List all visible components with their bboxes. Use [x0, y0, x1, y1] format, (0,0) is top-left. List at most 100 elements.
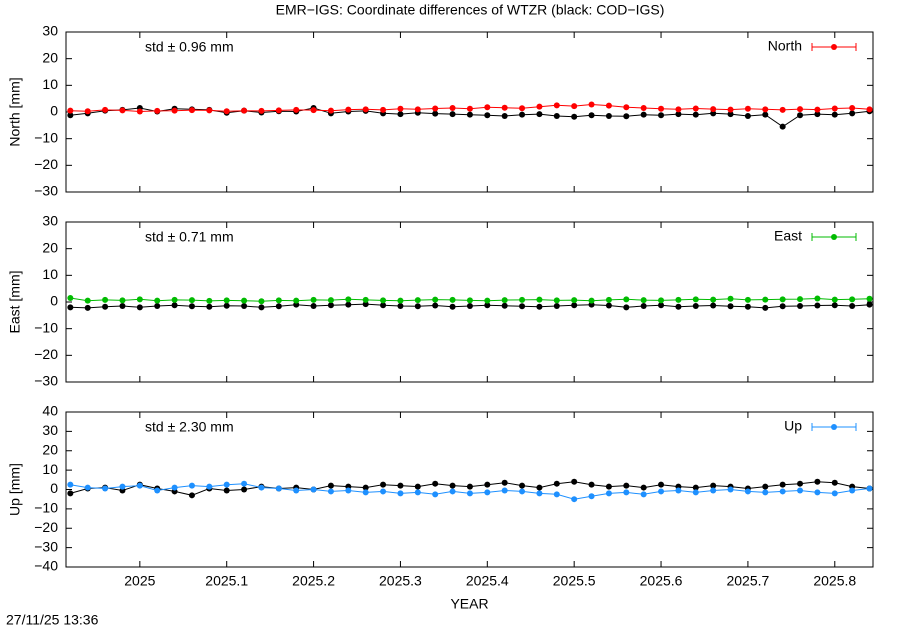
- data-point: [605, 490, 612, 497]
- data-point: [466, 297, 473, 304]
- data-point: [223, 481, 230, 488]
- data-point: [414, 303, 421, 310]
- data-point: [327, 107, 334, 114]
- data-point: [397, 490, 404, 497]
- data-point: [84, 297, 91, 304]
- data-point: [501, 302, 508, 309]
- data-point: [675, 296, 682, 303]
- data-point: [779, 296, 786, 303]
- data-point: [658, 302, 665, 309]
- data-point: [797, 112, 804, 119]
- data-point: [258, 107, 265, 114]
- data-point: [171, 296, 178, 303]
- data-point: [831, 490, 838, 497]
- y-tick-label: 10: [42, 461, 58, 477]
- data-point: [154, 303, 161, 309]
- data-point: [466, 303, 473, 309]
- data-point: [345, 296, 352, 303]
- y-tick-label: −10: [34, 129, 58, 145]
- data-point: [536, 103, 543, 110]
- data-point: [466, 111, 473, 118]
- data-point: [484, 489, 491, 496]
- data-point: [67, 304, 74, 311]
- data-point: [536, 111, 543, 118]
- data-point: [397, 482, 404, 489]
- data-point: [605, 113, 612, 119]
- x-axis-label: YEAR: [450, 596, 488, 612]
- data-point: [275, 485, 282, 492]
- data-point: [571, 478, 578, 485]
- data-point: [432, 302, 439, 309]
- data-point: [640, 297, 647, 304]
- data-point: [849, 110, 856, 117]
- data-point: [327, 302, 334, 309]
- data-point: [623, 304, 630, 311]
- data-point: [692, 489, 699, 496]
- data-point: [484, 302, 491, 309]
- data-point: [397, 111, 404, 118]
- legend-marker: [831, 424, 837, 430]
- data-point: [536, 484, 543, 491]
- data-point: [814, 106, 821, 113]
- data-point: [362, 484, 369, 491]
- data-point: [797, 303, 804, 309]
- data-point: [536, 490, 543, 497]
- data-point: [84, 304, 91, 311]
- data-point: [571, 302, 578, 309]
- data-point: [692, 303, 699, 309]
- y-tick-label: 30: [42, 422, 58, 438]
- data-point: [466, 105, 473, 112]
- data-point: [466, 483, 473, 490]
- data-point: [814, 111, 821, 118]
- data-point: [484, 481, 491, 488]
- data-point: [84, 108, 91, 115]
- data-point: [710, 110, 717, 117]
- data-point: [414, 106, 421, 113]
- data-point: [814, 478, 821, 485]
- data-point: [241, 480, 248, 487]
- y-tick-label: −10: [34, 319, 58, 335]
- data-point: [727, 295, 734, 302]
- data-point: [380, 106, 387, 113]
- data-point: [414, 483, 421, 490]
- data-point: [797, 480, 804, 487]
- data-point: [310, 107, 317, 114]
- data-point: [658, 488, 665, 495]
- data-point: [241, 297, 248, 304]
- data-point: [762, 296, 769, 303]
- data-point: [866, 301, 873, 308]
- legend-label: North: [768, 38, 802, 54]
- data-point: [449, 482, 456, 489]
- data-point: [779, 481, 786, 488]
- data-point: [466, 490, 473, 497]
- data-point: [414, 489, 421, 496]
- data-point: [188, 482, 195, 489]
- data-point: [797, 106, 804, 113]
- y-tick-label: −20: [34, 156, 58, 172]
- data-point: [136, 296, 143, 303]
- data-point: [710, 296, 717, 303]
- legend-marker: [831, 44, 837, 50]
- legend-marker: [831, 234, 837, 240]
- data-point: [866, 295, 873, 302]
- data-point: [779, 123, 786, 130]
- data-point: [814, 489, 821, 496]
- data-point: [571, 113, 578, 120]
- data-point: [223, 297, 230, 304]
- data-point: [536, 296, 543, 303]
- x-tick-label: 2025.2: [292, 573, 335, 589]
- data-point: [293, 487, 300, 494]
- data-point: [849, 303, 856, 309]
- data-point: [536, 303, 543, 310]
- data-point: [849, 487, 856, 494]
- data-point: [519, 482, 526, 489]
- data-point: [188, 492, 195, 499]
- y-tick-label: 40: [42, 403, 58, 419]
- data-point: [675, 106, 682, 113]
- data-point: [692, 111, 699, 118]
- data-point: [102, 303, 109, 310]
- data-point: [501, 479, 508, 486]
- data-point: [692, 296, 699, 303]
- data-point: [293, 297, 300, 304]
